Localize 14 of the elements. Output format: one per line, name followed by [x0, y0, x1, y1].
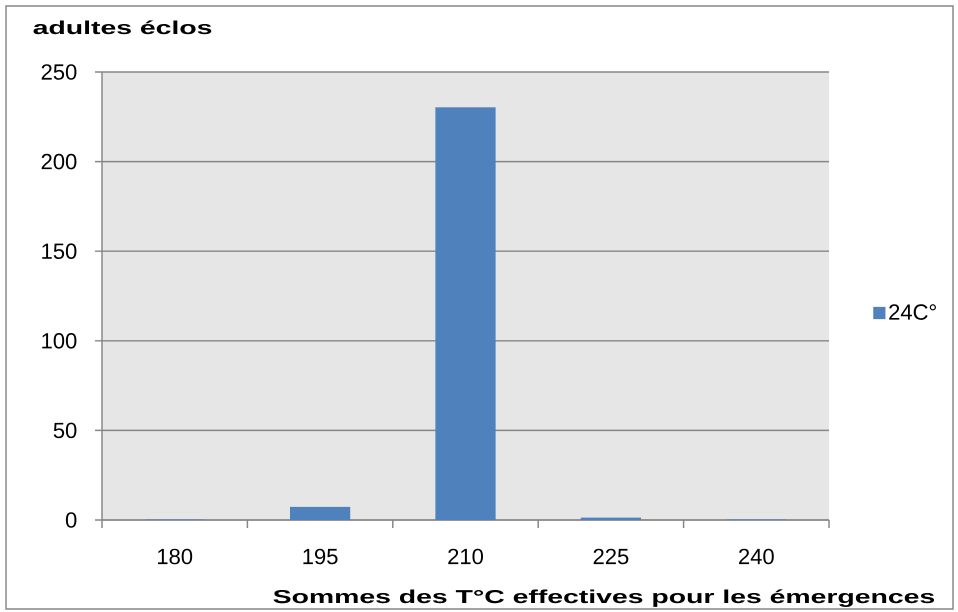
x-tick-label: 180 [158, 548, 192, 564]
x-tick-label: 210 [448, 548, 483, 564]
y-tick-label: 150 [42, 243, 76, 259]
y-tick-label: 100 [42, 333, 76, 349]
y-tick-label: 0 [66, 512, 76, 528]
x-tick-label: 240 [739, 548, 774, 564]
y-tick-label: 250 [42, 64, 76, 80]
legend-label: 24C° [889, 304, 936, 320]
y-tick-label: 200 [42, 154, 76, 170]
x-tick-label: 195 [303, 548, 338, 564]
x-axis-title: Sommes des T°C effectives pour les émergences [273, 589, 934, 607]
y-axis-title: adultes éclos [34, 20, 212, 34]
x-tick-label: 225 [594, 548, 628, 564]
y-tick-label: 50 [54, 422, 76, 438]
